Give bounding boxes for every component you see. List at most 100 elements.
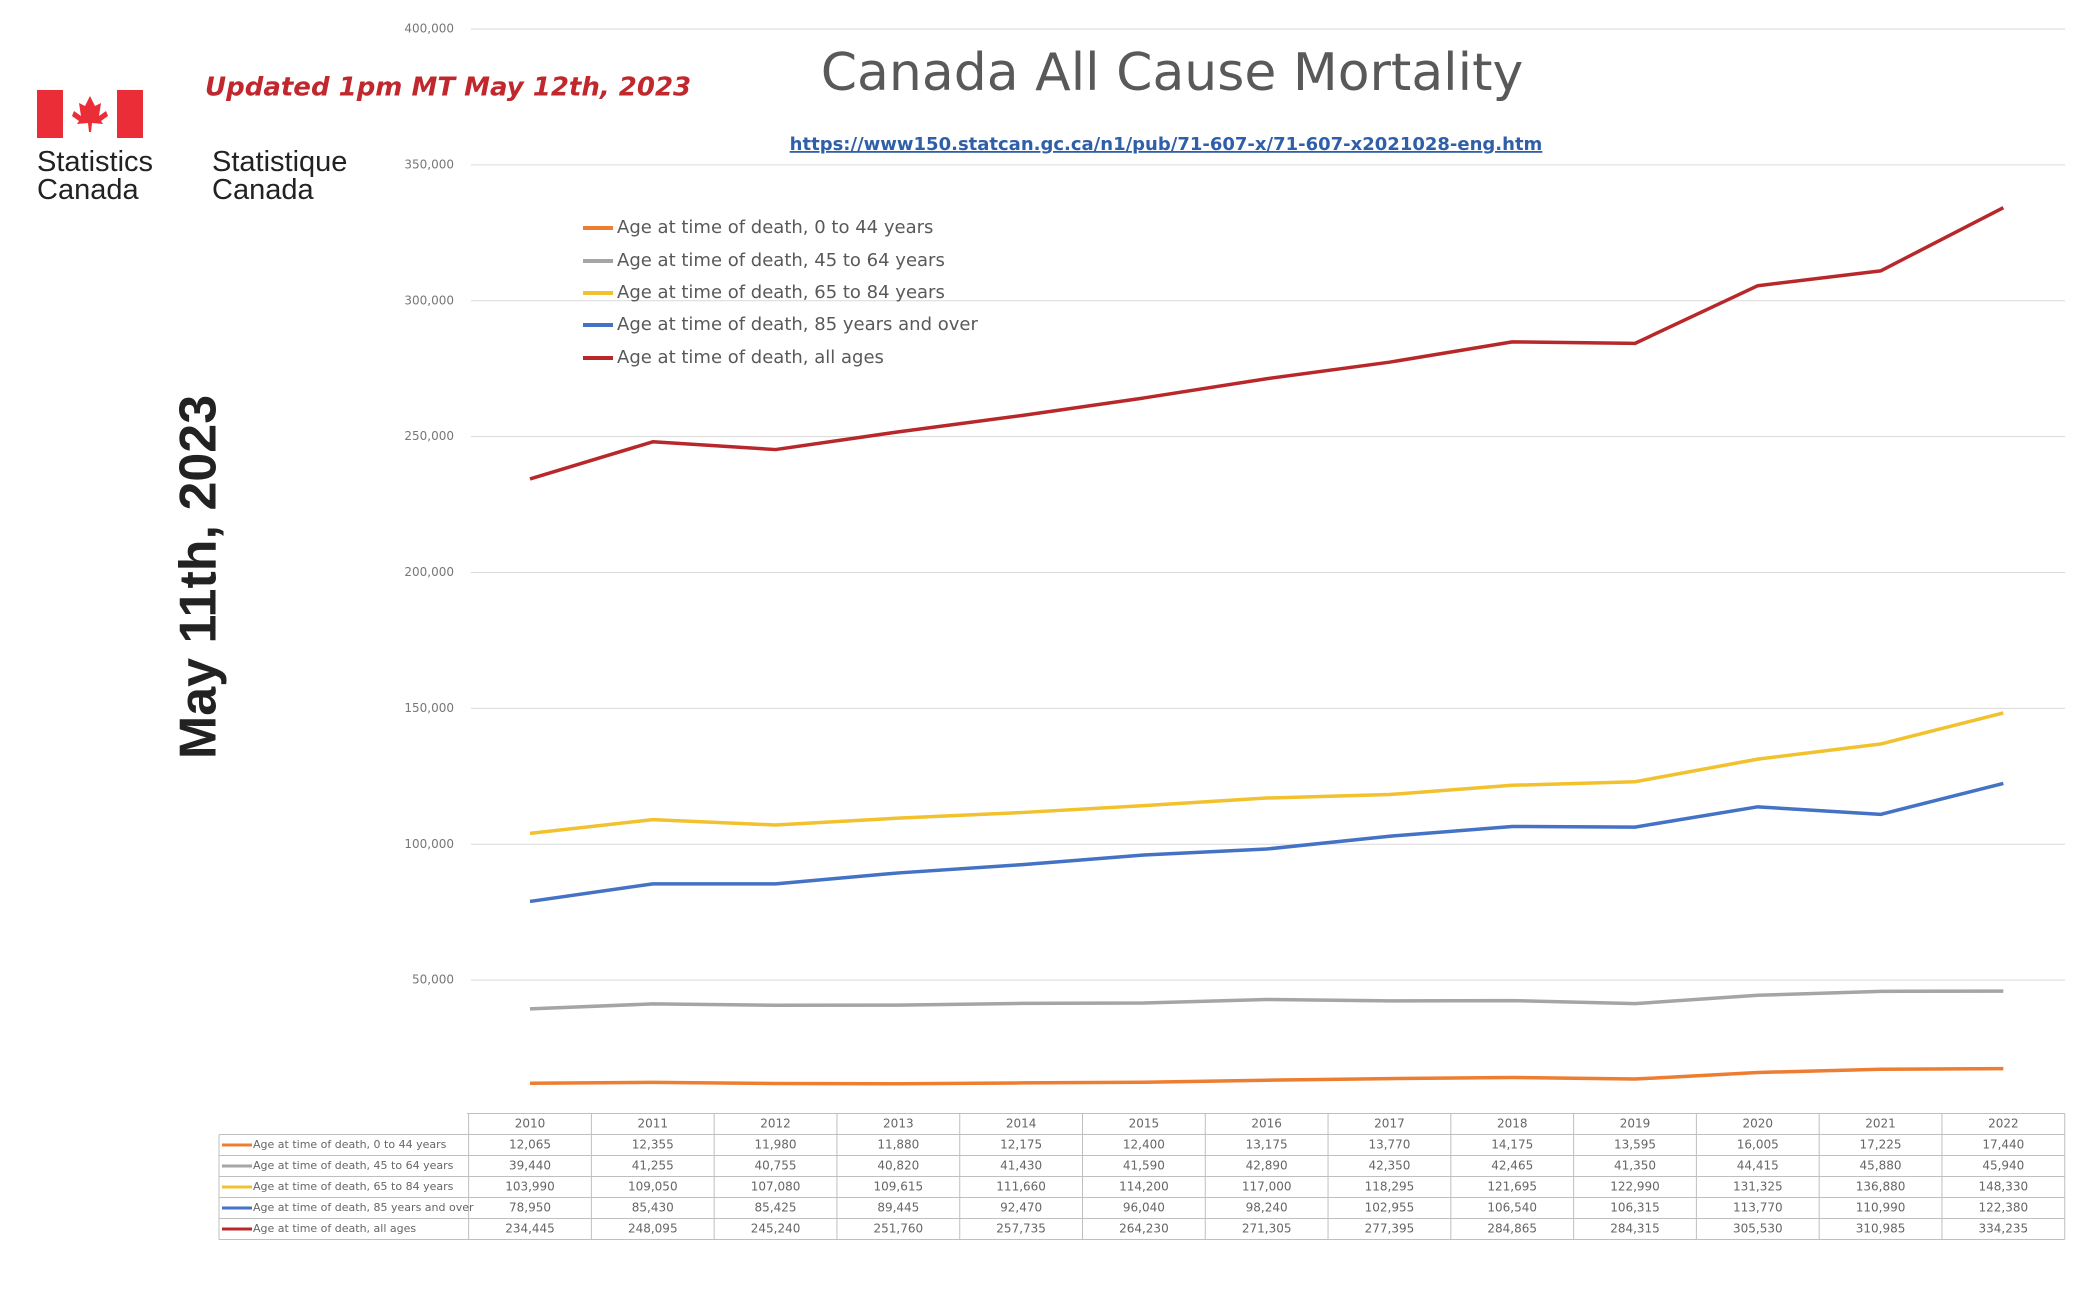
table-value: 102,955 bbox=[1365, 1201, 1415, 1215]
table-value: 41,350 bbox=[1614, 1159, 1656, 1173]
table-value: 42,350 bbox=[1368, 1159, 1410, 1173]
logo-text: Statistique Canada bbox=[212, 146, 348, 206]
table-value: 98,240 bbox=[1246, 1201, 1288, 1215]
table-value: 122,990 bbox=[1610, 1180, 1660, 1194]
table-value: 41,255 bbox=[632, 1159, 674, 1173]
x-tick-label: 2019 bbox=[1620, 1117, 1651, 1131]
table-value: 109,615 bbox=[874, 1180, 924, 1194]
x-tick-label: 2020 bbox=[1743, 1117, 1774, 1131]
table-value: 118,295 bbox=[1365, 1180, 1415, 1194]
table-value: 131,325 bbox=[1733, 1180, 1783, 1194]
series-line bbox=[529, 206, 2005, 481]
table-value: 245,240 bbox=[751, 1222, 801, 1236]
legend-label: Age at time of death, 85 years and over bbox=[617, 314, 978, 335]
table-value: 117,000 bbox=[1242, 1180, 1292, 1194]
table-value: 17,225 bbox=[1860, 1138, 1902, 1152]
table-value: 121,695 bbox=[1487, 1180, 1537, 1194]
table-value: 85,425 bbox=[755, 1201, 797, 1215]
legend-label: Age at time of death, all ages bbox=[617, 347, 884, 368]
table-value: 113,770 bbox=[1733, 1201, 1783, 1215]
table-value: 284,865 bbox=[1487, 1222, 1537, 1236]
source-link[interactable]: https://www150.statcan.gc.ca/n1/pub/71-6… bbox=[790, 134, 1543, 155]
table-value: 78,950 bbox=[509, 1201, 551, 1215]
table-value: 114,200 bbox=[1119, 1180, 1169, 1194]
table-value: 122,380 bbox=[1979, 1201, 2029, 1215]
table-value: 41,590 bbox=[1123, 1159, 1165, 1173]
table-value: 11,880 bbox=[877, 1138, 919, 1152]
legend-label: Age at time of death, 45 to 64 years bbox=[617, 250, 945, 271]
table-value: 42,465 bbox=[1491, 1159, 1533, 1173]
table-value: 284,315 bbox=[1610, 1222, 1660, 1236]
y-tick-label: 250,000 bbox=[404, 429, 454, 443]
y-tick-label: 150,000 bbox=[404, 701, 454, 715]
x-tick-label: 2017 bbox=[1374, 1117, 1405, 1131]
y-tick-label: 100,000 bbox=[404, 837, 454, 851]
x-tick-label: 2018 bbox=[1497, 1117, 1528, 1131]
table-value: 16,005 bbox=[1737, 1138, 1779, 1152]
table-value: 45,880 bbox=[1860, 1159, 1902, 1173]
table-value: 148,330 bbox=[1979, 1180, 2029, 1194]
series-line bbox=[529, 711, 2004, 836]
x-tick-label: 2011 bbox=[638, 1117, 669, 1131]
table-value: 96,040 bbox=[1123, 1201, 1165, 1215]
table-value: 12,175 bbox=[1000, 1138, 1042, 1152]
table-value: 40,820 bbox=[877, 1159, 919, 1173]
y-tick-label: 350,000 bbox=[404, 157, 454, 171]
table-value: 277,395 bbox=[1365, 1222, 1415, 1236]
table-value: 110,990 bbox=[1856, 1201, 1906, 1215]
table-value: 13,595 bbox=[1614, 1138, 1656, 1152]
series-line bbox=[529, 781, 2004, 904]
table-value: 334,235 bbox=[1979, 1222, 2029, 1236]
table-value: 136,880 bbox=[1856, 1180, 1906, 1194]
x-tick-label: 2016 bbox=[1251, 1117, 1282, 1131]
logo-text: Statistics Canada bbox=[37, 146, 154, 206]
table-value: 42,890 bbox=[1246, 1159, 1288, 1173]
table-value: 107,080 bbox=[751, 1180, 801, 1194]
series-line bbox=[529, 989, 2004, 1011]
table-value: 264,230 bbox=[1119, 1222, 1169, 1236]
table-row-label: Age at time of death, all ages bbox=[253, 1222, 416, 1235]
table-value: 14,175 bbox=[1491, 1138, 1533, 1152]
table-value: 12,355 bbox=[632, 1138, 674, 1152]
table-value: 234,445 bbox=[505, 1222, 555, 1236]
x-tick-label: 2012 bbox=[760, 1117, 791, 1131]
table-value: 12,065 bbox=[509, 1138, 551, 1152]
table-value: 39,440 bbox=[509, 1159, 551, 1173]
chart-title: Canada All Cause Mortality bbox=[821, 43, 1524, 103]
y-tick-label: 200,000 bbox=[404, 565, 454, 579]
table-value: 310,985 bbox=[1856, 1222, 1906, 1236]
y-tick-label: 300,000 bbox=[404, 293, 454, 307]
y-tick-label: 50,000 bbox=[412, 973, 454, 987]
table-value: 251,760 bbox=[874, 1222, 924, 1236]
x-tick-label: 2015 bbox=[1129, 1117, 1160, 1131]
table-value: 44,415 bbox=[1737, 1159, 1779, 1173]
update-note: Updated 1pm MT May 12th, 2023 bbox=[205, 73, 691, 103]
date-label: May 11th, 2023 bbox=[170, 395, 228, 759]
table-value: 13,770 bbox=[1368, 1138, 1410, 1152]
table-value: 103,990 bbox=[505, 1180, 555, 1194]
table-row-label: Age at time of death, 45 to 64 years bbox=[253, 1159, 454, 1172]
y-tick-label: 400,000 bbox=[404, 22, 454, 36]
table-value: 11,980 bbox=[755, 1138, 797, 1152]
table-value: 111,660 bbox=[996, 1180, 1046, 1194]
x-tick-label: 2013 bbox=[883, 1117, 914, 1131]
table-value: 85,430 bbox=[632, 1201, 674, 1215]
table-value: 13,175 bbox=[1246, 1138, 1288, 1152]
series-line bbox=[529, 1066, 2004, 1086]
x-tick-label: 2014 bbox=[1006, 1117, 1037, 1131]
table-value: 41,430 bbox=[1000, 1159, 1042, 1173]
table-value: 248,095 bbox=[628, 1222, 678, 1236]
x-tick-label: 2022 bbox=[1988, 1117, 2019, 1131]
table-value: 17,440 bbox=[1982, 1138, 2024, 1152]
table-value: 12,400 bbox=[1123, 1138, 1165, 1152]
table-row-label: Age at time of death, 85 years and over bbox=[253, 1201, 474, 1214]
table-value: 257,735 bbox=[996, 1222, 1046, 1236]
legend-label: Age at time of death, 0 to 44 years bbox=[617, 217, 933, 238]
table-value: 106,315 bbox=[1610, 1201, 1660, 1215]
table-value: 45,940 bbox=[1982, 1159, 2024, 1173]
table-row-label: Age at time of death, 65 to 84 years bbox=[253, 1180, 454, 1193]
table-value: 305,530 bbox=[1733, 1222, 1783, 1236]
x-tick-label: 2021 bbox=[1865, 1117, 1896, 1131]
